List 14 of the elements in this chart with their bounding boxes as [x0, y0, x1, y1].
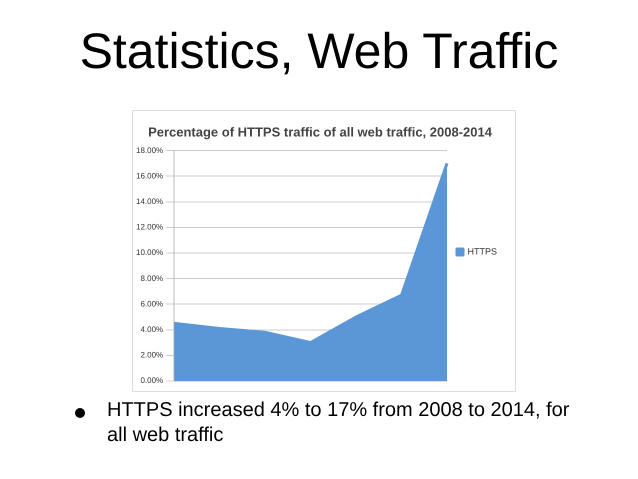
legend-label: HTTPS: [468, 246, 498, 256]
y-tick-label: 18.00%: [136, 146, 164, 155]
y-tick-label: 8.00%: [140, 274, 164, 283]
chart-title: Statistics, Web Traffic: [78, 22, 560, 80]
y-tick-label: 14.00%: [136, 197, 164, 206]
text: HTTPS increased 4% to 17% from 2008 to 2014, for all web traffic: [107, 398, 570, 448]
chart-subtitle: Percentage of HTTPS traffic of all web traffic, 2008-2014: [148, 124, 493, 140]
y-tick-label: 0.00%: [140, 376, 164, 386]
y-tick-label: 10.00%: [136, 248, 164, 258]
y-tick-label: 6.00%: [140, 299, 164, 308]
y-tick-label: 12.00%: [136, 222, 164, 232]
y-tick-label: 2.00%: [140, 350, 164, 360]
y-tick-label: 4.00%: [140, 325, 164, 334]
y-tick-label: 16.00%: [136, 171, 164, 180]
